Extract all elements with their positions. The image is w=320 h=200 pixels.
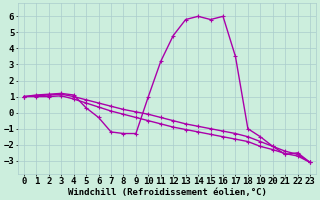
X-axis label: Windchill (Refroidissement éolien,°C): Windchill (Refroidissement éolien,°C) <box>68 188 267 197</box>
